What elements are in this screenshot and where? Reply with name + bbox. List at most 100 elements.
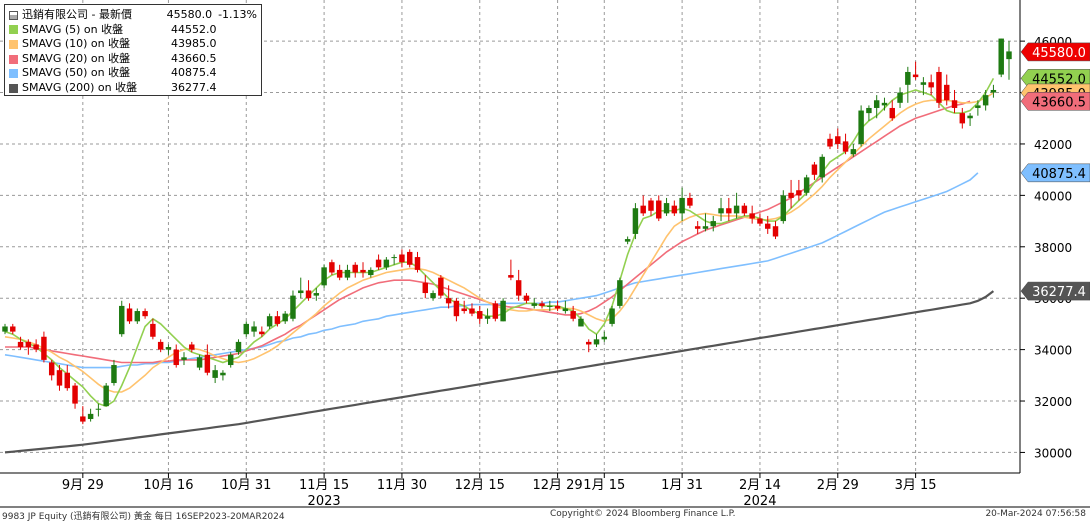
candle-body xyxy=(811,164,818,175)
candle-body xyxy=(461,308,467,312)
candle-body xyxy=(220,372,226,376)
candle-body xyxy=(951,100,958,108)
candle-body xyxy=(897,92,903,103)
candle xyxy=(414,251,421,273)
candle xyxy=(640,195,646,216)
candle xyxy=(453,298,460,322)
candle-body xyxy=(290,295,296,319)
candle xyxy=(391,254,397,265)
candle xyxy=(469,303,475,317)
candle xyxy=(593,334,600,348)
legend-row: SMAVG (10) on 收盤 43985.0 xyxy=(9,37,257,52)
candle xyxy=(866,105,872,121)
candle xyxy=(336,264,343,281)
candle xyxy=(189,341,195,353)
candle-body xyxy=(757,218,763,224)
candle-body xyxy=(48,362,55,376)
candle-body xyxy=(749,213,755,219)
candle xyxy=(733,192,740,219)
candle xyxy=(196,354,203,371)
candle-body xyxy=(523,295,530,301)
candle xyxy=(461,300,467,314)
legend-series-value: 45580.0 xyxy=(166,8,213,21)
candle-body xyxy=(1006,51,1012,60)
candle xyxy=(383,257,390,270)
candle xyxy=(290,290,296,322)
candle-body xyxy=(679,197,685,214)
candle xyxy=(796,179,802,201)
price-tag-shape xyxy=(1020,281,1090,301)
candle xyxy=(570,305,576,322)
legend-row: SMAVG (200) on 收盤 36277.4 xyxy=(9,81,257,96)
candle-body xyxy=(111,365,117,384)
candle-body xyxy=(251,326,257,332)
candle-body xyxy=(702,226,709,229)
candle xyxy=(72,383,78,409)
candle-body xyxy=(998,38,1004,75)
candle-body xyxy=(936,71,942,103)
candle xyxy=(438,275,444,299)
candle xyxy=(220,370,226,381)
x-tick-label: 2月 29 xyxy=(817,478,859,493)
candle-body xyxy=(391,257,397,259)
candle xyxy=(103,383,109,407)
candle xyxy=(562,300,569,314)
candle xyxy=(772,221,779,240)
candle-body xyxy=(196,357,203,368)
candle xyxy=(554,300,561,312)
candle xyxy=(959,107,966,129)
legend-row: SMAVG (5) on 收盤 44552.0 xyxy=(9,23,257,38)
candle xyxy=(858,105,864,147)
legend-series-name: 迅銷有限公司 - 最新價 xyxy=(22,8,132,21)
candle xyxy=(2,323,8,335)
candle xyxy=(126,303,133,324)
candle xyxy=(912,61,919,80)
candle-body xyxy=(531,303,537,306)
candle xyxy=(780,190,787,224)
candle-body xyxy=(95,408,102,410)
candle xyxy=(266,313,273,330)
x-tick-label: 1月 15 xyxy=(583,478,625,493)
candle-body xyxy=(609,308,615,324)
candle-body xyxy=(477,311,483,319)
candle-body xyxy=(601,336,608,340)
candle xyxy=(259,326,265,337)
candle xyxy=(111,359,117,386)
candle-body xyxy=(360,269,366,273)
candle xyxy=(313,287,320,301)
candle xyxy=(142,308,148,319)
candle-body xyxy=(539,303,545,306)
candle xyxy=(204,344,211,376)
candle-body xyxy=(103,385,109,407)
candle xyxy=(694,221,701,234)
candle-body xyxy=(733,205,740,214)
candle-body xyxy=(305,290,312,299)
candle-body xyxy=(562,308,569,312)
candle xyxy=(982,89,989,111)
legend-series-value: 40875.4 xyxy=(171,66,217,80)
candle xyxy=(157,339,164,353)
y-tick-label: 40000 xyxy=(1034,189,1072,203)
candle xyxy=(632,203,639,240)
candle-body xyxy=(710,221,716,227)
candle xyxy=(492,300,499,322)
price-tag-label: 44552.0 xyxy=(1032,72,1086,87)
candle xyxy=(998,38,1004,78)
candle-body xyxy=(796,190,802,196)
candle-body xyxy=(500,300,506,322)
candle xyxy=(578,316,584,327)
candle-body xyxy=(640,205,646,214)
candle xyxy=(329,259,335,276)
candle xyxy=(873,95,880,119)
candle-body xyxy=(772,226,779,237)
legend-series-name: SMAVG (5) on 收盤 xyxy=(22,22,124,36)
candle xyxy=(975,100,981,116)
price-tag-shape xyxy=(1020,92,1090,111)
candle-body xyxy=(873,100,880,108)
candle xyxy=(282,311,288,324)
candle-body xyxy=(967,115,973,119)
candle xyxy=(235,339,242,355)
candle-body xyxy=(866,107,872,114)
candle xyxy=(523,293,530,304)
